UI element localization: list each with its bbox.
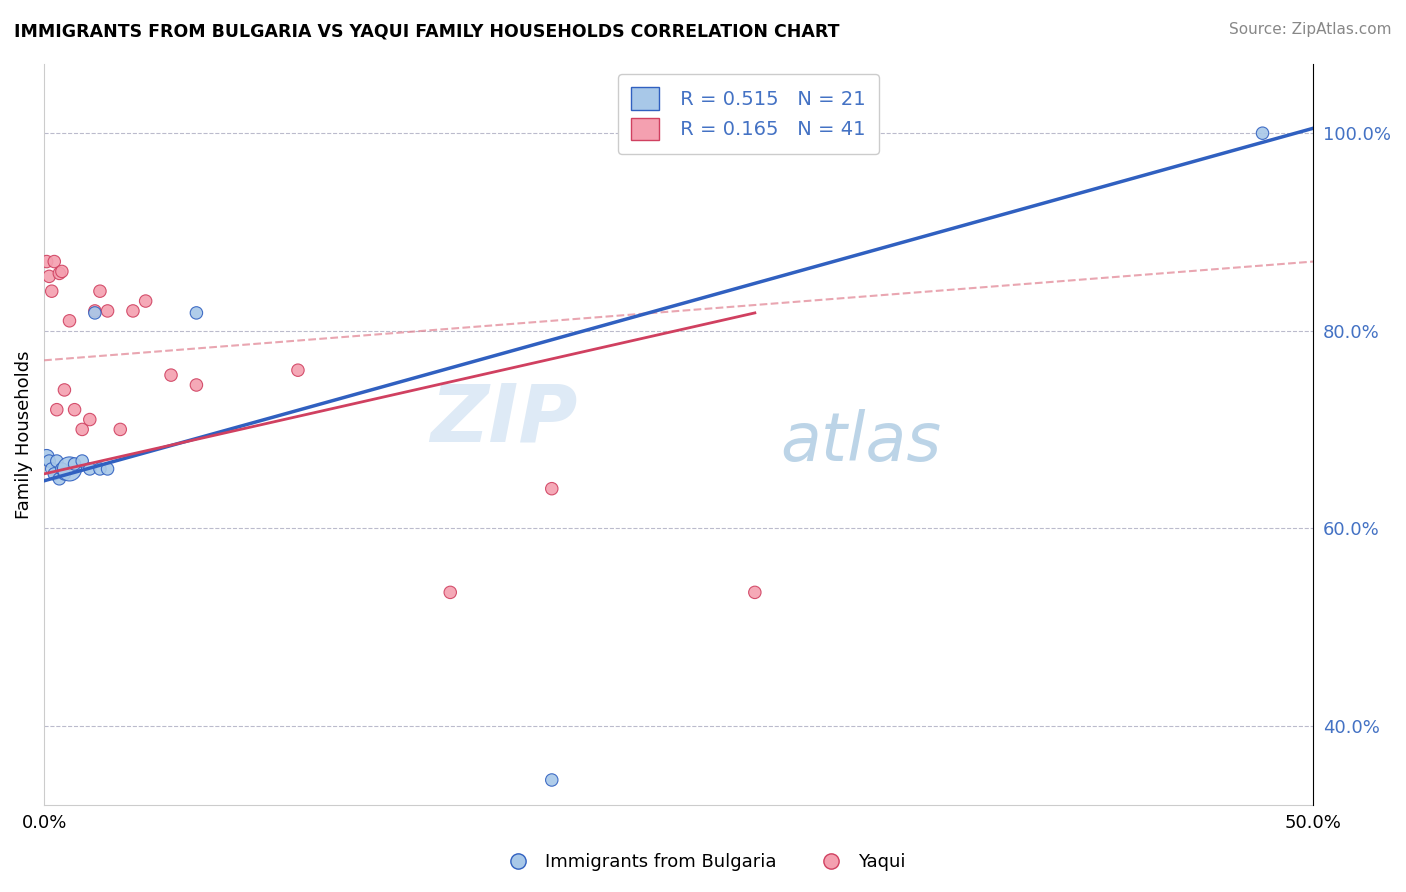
Legend: Immigrants from Bulgaria, Yaqui: Immigrants from Bulgaria, Yaqui — [494, 847, 912, 879]
Point — [48, 472, 70, 486]
Point — [110, 422, 132, 436]
Point — [83, 304, 105, 318]
Point — [41, 284, 63, 298]
Point — [63, 457, 86, 471]
Point — [135, 294, 157, 309]
Point — [89, 284, 111, 298]
Point — [44, 467, 66, 481]
Text: IMMIGRANTS FROM BULGARIA VS YAQUI FAMILY HOUSEHOLDS CORRELATION CHART: IMMIGRANTS FROM BULGARIA VS YAQUI FAMILY… — [14, 22, 839, 40]
Y-axis label: Family Households: Family Households — [15, 351, 32, 518]
Point — [58, 314, 80, 328]
Point — [53, 383, 76, 397]
Text: atlas: atlas — [780, 409, 942, 475]
Text: ZIP: ZIP — [430, 381, 576, 458]
Legend:  R = 0.515   N = 21,  R = 0.165   N = 41: R = 0.515 N = 21, R = 0.165 N = 41 — [617, 74, 879, 153]
Point — [35, 450, 58, 464]
Point — [79, 462, 101, 476]
Point — [58, 462, 80, 476]
Text: Source: ZipAtlas.com: Source: ZipAtlas.com — [1229, 22, 1392, 37]
Point — [439, 585, 461, 599]
Point — [53, 467, 76, 481]
Point — [51, 264, 73, 278]
Point — [186, 306, 208, 320]
Point — [744, 585, 766, 599]
Point — [45, 402, 67, 417]
Point — [97, 304, 120, 318]
Point — [48, 267, 70, 281]
Point — [38, 454, 60, 468]
Point — [44, 254, 66, 268]
Point — [97, 462, 120, 476]
Point — [186, 378, 208, 392]
Point — [41, 462, 63, 476]
Point — [63, 402, 86, 417]
Point — [160, 368, 183, 383]
Point — [35, 254, 58, 268]
Point — [287, 363, 309, 377]
Point — [1251, 126, 1274, 140]
Point — [540, 482, 562, 496]
Point — [70, 454, 93, 468]
Point — [51, 462, 73, 476]
Point — [540, 772, 562, 787]
Point — [45, 454, 67, 468]
Point — [38, 269, 60, 284]
Point — [122, 304, 145, 318]
Point — [70, 422, 93, 436]
Point — [79, 412, 101, 426]
Point — [89, 462, 111, 476]
Point — [83, 306, 105, 320]
